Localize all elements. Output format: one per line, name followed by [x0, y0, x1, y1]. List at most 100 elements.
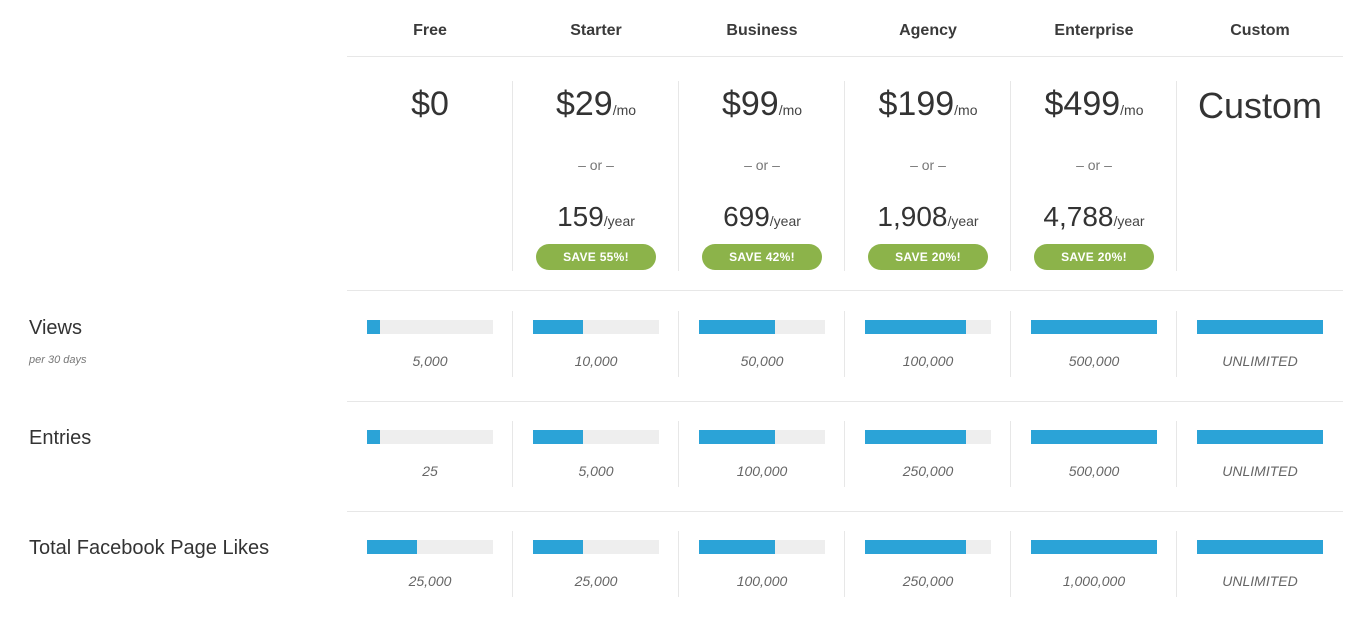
column-divider [512, 311, 513, 377]
yearly-price: 699/year [679, 201, 845, 233]
column-divider [678, 81, 679, 271]
cell-value: 500,000 [1068, 353, 1120, 369]
yearly-price: 4,788/year [1011, 201, 1177, 233]
feature-cell: UNLIMITED [1177, 511, 1343, 621]
year-amount: 159 [557, 201, 604, 232]
usage-bar-fill [699, 320, 775, 334]
column-divider [844, 81, 845, 271]
feature-row-views: Views per 30 days 5,000 10,000 50,000 10… [0, 291, 1361, 402]
cell-value: UNLIMITED [1222, 573, 1298, 589]
cell-value: 100,000 [902, 353, 954, 369]
cell-value: 25,000 [408, 573, 452, 589]
feature-cell: 500,000 [1011, 401, 1177, 511]
monthly-price: $0 [347, 85, 513, 124]
or-separator: – or – [744, 157, 780, 173]
plan-name-enterprise: Enterprise [1054, 22, 1134, 39]
usage-bar [1031, 430, 1157, 444]
plan-name-custom: Custom [1230, 22, 1290, 39]
monthly-price: $99/mo [679, 85, 845, 124]
feature-cells: 25,000 25,000 100,000 250,000 1,000,000 … [347, 511, 1343, 621]
column-divider [1176, 311, 1177, 377]
usage-bar-fill [1197, 430, 1323, 444]
plan-name-free: Free [413, 22, 447, 39]
column-divider [512, 421, 513, 487]
feature-cell: UNLIMITED [1177, 291, 1343, 401]
feature-sublabel: per 30 days [29, 354, 87, 366]
cell-value: 100,000 [736, 463, 788, 479]
feature-cell: 25,000 [347, 511, 513, 621]
usage-bar-fill [533, 320, 584, 334]
usage-bar [1197, 320, 1323, 334]
cell-value: 10,000 [574, 353, 618, 369]
save-badge: SAVE 20%! [1034, 244, 1154, 270]
year-unit: /year [603, 213, 635, 229]
column-divider [844, 421, 845, 487]
cell-value: 50,000 [740, 353, 784, 369]
feature-cells: 25 5,000 100,000 250,000 500,000 UNLIMIT… [347, 401, 1343, 512]
feature-cell: 250,000 [845, 511, 1011, 621]
yearly-price: 1,908/year [845, 201, 1011, 233]
usage-bar [699, 320, 825, 334]
usage-bar [699, 540, 825, 554]
column-divider [1176, 421, 1177, 487]
feature-cell: 250,000 [845, 401, 1011, 511]
usage-bar-fill [865, 430, 966, 444]
or-separator: – or – [578, 157, 614, 173]
price-unit: /mo [612, 102, 637, 118]
price-unit: /mo [954, 102, 978, 118]
price-amount: $99 [721, 85, 779, 123]
usage-bar [1031, 540, 1157, 554]
column-divider [512, 531, 513, 597]
usage-bar-fill [533, 430, 584, 444]
usage-bar [367, 430, 493, 444]
save-badge: SAVE 20%! [868, 244, 988, 270]
or-separator: – or – [910, 157, 946, 173]
column-divider [1010, 531, 1011, 597]
usage-bar [367, 320, 493, 334]
usage-bar [1197, 430, 1323, 444]
column-divider [1010, 421, 1011, 487]
price-amount: $29 [555, 85, 613, 123]
usage-bar-fill [1197, 320, 1323, 334]
column-divider [1176, 81, 1177, 271]
column-divider [1010, 311, 1011, 377]
cell-value: 25 [422, 463, 438, 479]
plan-name-starter: Starter [570, 22, 622, 39]
price-unit: /mo [1120, 102, 1144, 118]
cell-value: UNLIMITED [1222, 463, 1298, 479]
usage-bar [699, 430, 825, 444]
price-col-agency: $199/mo – or – 1,908/year SAVE 20%! [845, 57, 1011, 290]
feature-label: Views [29, 317, 82, 339]
cell-value: 100,000 [736, 573, 788, 589]
feature-cell: 10,000 [513, 291, 679, 401]
usage-bar [367, 540, 493, 554]
monthly-price: $199/mo [845, 85, 1011, 124]
usage-bar-fill [865, 540, 966, 554]
feature-cell: UNLIMITED [1177, 401, 1343, 511]
feature-row-entries: Entries 25 5,000 100,000 250,000 500,000… [0, 401, 1361, 512]
column-divider [512, 81, 513, 271]
feature-cell: 1,000,000 [1011, 511, 1177, 621]
column-divider [678, 311, 679, 377]
price-col-enterprise: $499/mo – or – 4,788/year SAVE 20%! [1011, 57, 1177, 290]
feature-cell: 25,000 [513, 511, 679, 621]
usage-bar-fill [1197, 540, 1323, 554]
year-unit: /year [947, 213, 979, 229]
yearly-price: 159/year [513, 201, 679, 233]
price-unit: /mo [778, 102, 803, 118]
usage-bar [865, 540, 991, 554]
feature-cell: 5,000 [347, 291, 513, 401]
monthly-price: $29/mo [513, 85, 679, 124]
price-amount: $0 [411, 85, 449, 123]
price-col-custom: Custom [1177, 57, 1343, 290]
price-amount: $199 [878, 85, 955, 123]
column-divider [844, 311, 845, 377]
feature-cell: 100,000 [845, 291, 1011, 401]
feature-cell: 50,000 [679, 291, 845, 401]
plans-header: Free Starter Business Agency Enterprise … [347, 0, 1343, 57]
feature-label: Entries [29, 427, 92, 449]
price-amount: $499 [1044, 85, 1121, 123]
feature-cell: 100,000 [679, 401, 845, 511]
usage-bar [1197, 540, 1323, 554]
cell-value: 250,000 [902, 573, 954, 589]
